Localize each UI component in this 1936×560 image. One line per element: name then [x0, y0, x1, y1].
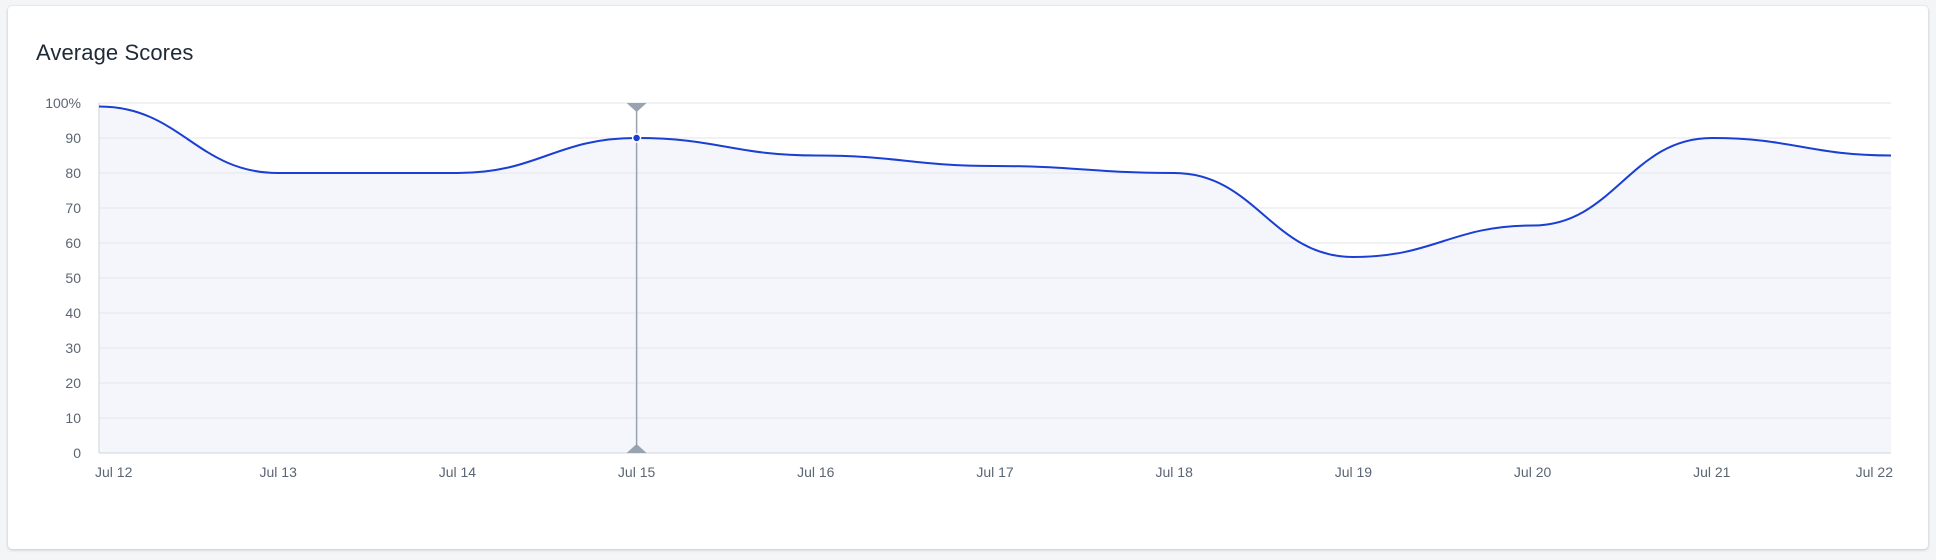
x-tick-label: Jul 20	[1514, 464, 1552, 480]
y-tick-label: 90	[65, 130, 81, 146]
data-point[interactable]	[1529, 222, 1537, 230]
series-line	[98, 105, 1892, 258]
data-point[interactable]	[95, 103, 103, 111]
chart-card: Average Scores 0 10 20 30 40 50 60 70 80 90 100% Ju…	[8, 6, 1928, 549]
y-tick-label: 70	[65, 200, 81, 216]
data-point[interactable]	[1708, 134, 1716, 142]
y-tick-label: 10	[65, 410, 81, 426]
data-point[interactable]	[453, 169, 461, 177]
data-point[interactable]	[812, 152, 820, 160]
area-fill	[99, 106, 1891, 453]
x-tick-label: Jul 14	[439, 464, 477, 480]
y-tick-label: 80	[65, 165, 81, 181]
x-tick-label: Jul 16	[797, 464, 835, 480]
chart-title: Average Scores	[36, 40, 194, 65]
x-tick-label: Jul 15	[618, 464, 656, 480]
x-tick-label: Jul 22	[1856, 464, 1894, 480]
y-tick-label: 100%	[45, 95, 81, 111]
x-tick-label: Jul 13	[260, 464, 298, 480]
data-point[interactable]	[1349, 253, 1357, 261]
y-tick-label: 60	[65, 235, 81, 251]
x-tick-label: Jul 12	[95, 464, 133, 480]
x-tick-label: Jul 19	[1335, 464, 1373, 480]
data-point[interactable]	[274, 169, 282, 177]
x-tick-label: Jul 17	[976, 464, 1014, 480]
data-point[interactable]	[991, 162, 999, 170]
cursor-bottom-marker	[626, 444, 647, 453]
y-tick-label: 20	[65, 375, 81, 391]
x-tick-label: Jul 21	[1693, 464, 1731, 480]
highlight-point[interactable]	[631, 133, 642, 143]
data-point[interactable]	[1170, 169, 1178, 177]
y-tick-label: 40	[65, 305, 81, 321]
y-tick-label: 30	[65, 340, 81, 356]
average-scores-chart[interactable]: 0 10 20 30 40 50 60 70 80 90 100% Jul 12 Jul 13 Jul 1…	[8, 6, 1928, 549]
x-tick-label: Jul 18	[1156, 464, 1194, 480]
cursor-top-marker	[626, 103, 647, 112]
data-point[interactable]	[1887, 152, 1895, 160]
y-tick-label: 50	[65, 270, 81, 286]
y-tick-label: 0	[73, 445, 81, 461]
